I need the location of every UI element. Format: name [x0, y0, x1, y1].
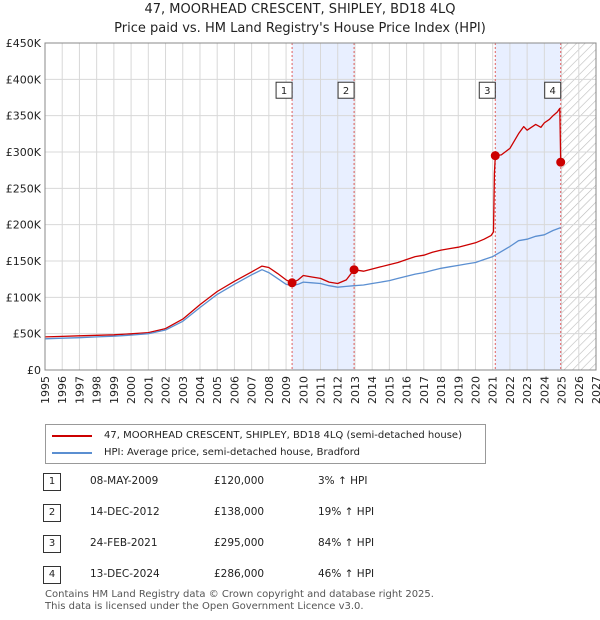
chart-title-line2: Price paid vs. HM Land Registry's House …: [114, 21, 486, 36]
x-tick-label: 2012: [332, 376, 345, 404]
table-row: 2 14-DEC-2012 £138,000 19% ↑ HPI: [0, 503, 600, 523]
transaction-hpi-change: 3% ↑ HPI: [318, 475, 368, 487]
transaction-price: £138,000: [214, 506, 265, 518]
legend-property-line: [52, 435, 92, 437]
x-tick-label: 2010: [297, 376, 310, 404]
x-tick-label: 2016: [401, 376, 414, 404]
transaction-point: [556, 157, 566, 167]
x-tick-label: 2011: [315, 376, 328, 404]
x-tick-label: 2000: [125, 376, 138, 404]
x-tick-label: 2017: [418, 376, 431, 404]
x-tick-label: 2004: [194, 376, 207, 404]
table-row: 3 24-FEB-2021 £295,000 84% ↑ HPI: [0, 534, 600, 554]
legend-hpi-label: HPI: Average price, semi-detached house,…: [104, 447, 360, 458]
y-tick-label: £350K: [6, 110, 42, 123]
transaction-point: [349, 265, 359, 275]
x-tick-label: 2023: [521, 376, 534, 404]
footer-line1: Contains HM Land Registry data © Crown c…: [45, 589, 434, 600]
transaction-hpi-change: 46% ↑ HPI: [318, 568, 375, 580]
legend-property-label: 47, MOORHEAD CRESCENT, SHIPLEY, BD18 4LQ…: [104, 430, 462, 441]
y-tick-label: £300K: [6, 146, 42, 159]
x-tick-label: 2015: [383, 376, 396, 404]
transaction-date: 13-DEC-2024: [90, 568, 160, 580]
x-tick-label: 1998: [91, 376, 104, 404]
x-tick-label: 2013: [349, 376, 362, 404]
x-tick-label: 2021: [487, 376, 500, 404]
transaction-point: [490, 151, 500, 161]
x-tick-label: 2025: [556, 376, 569, 404]
chart-title-line1: 47, MOORHEAD CRESCENT, SHIPLEY, BD18 4LQ: [144, 2, 456, 17]
transaction-label-box: [544, 81, 562, 99]
transaction-badge: 1: [43, 473, 61, 491]
y-tick-label: £0: [27, 364, 41, 377]
plot-border: [44, 42, 597, 371]
x-tick-label: 2007: [246, 376, 259, 404]
transaction-label-box: [478, 81, 496, 99]
x-tick-label: 1999: [108, 376, 121, 404]
transaction-label-box: [275, 81, 293, 99]
x-tick-label: 2006: [228, 376, 241, 404]
chart-title: 47, MOORHEAD CRESCENT, SHIPLEY, BD18 4LQ…: [0, 0, 600, 38]
x-tick-label: 2027: [590, 376, 600, 404]
x-tick-label: 2001: [142, 376, 155, 404]
x-tick-label: 2009: [280, 376, 293, 404]
property-price-line: [44, 107, 562, 338]
y-tick-label: £100K: [6, 291, 42, 304]
table-row: 1 08-MAY-2009 £120,000 3% ↑ HPI: [0, 472, 600, 492]
x-tick-label: 2018: [435, 376, 448, 404]
table-row: 4 13-DEC-2024 £286,000 46% ↑ HPI: [0, 565, 600, 585]
y-tick-label: £450K: [6, 37, 42, 50]
transaction-label-text: 4: [550, 86, 556, 97]
x-tick-label: 2019: [452, 376, 465, 404]
x-tick-label: 1997: [73, 376, 86, 404]
legend: 47, MOORHEAD CRESCENT, SHIPLEY, BD18 4LQ…: [45, 424, 486, 464]
transaction-label-box: [337, 81, 355, 99]
footer-line2: This data is licensed under the Open Gov…: [45, 601, 364, 612]
x-tick-label: 2024: [538, 376, 551, 404]
y-tick-label: £150K: [6, 255, 42, 268]
transaction-label-text: 2: [343, 86, 349, 97]
x-tick-label: 2022: [504, 376, 517, 404]
transaction-label-text: 3: [484, 86, 490, 97]
transaction-hpi-change: 84% ↑ HPI: [318, 537, 375, 549]
transaction-badge: 4: [43, 566, 61, 584]
transaction-price: £286,000: [214, 568, 265, 580]
y-tick-label: £250K: [6, 182, 42, 195]
transaction-label-text: 1: [281, 86, 287, 97]
x-tick-label: 2026: [573, 376, 586, 404]
y-tick-label: £400K: [6, 73, 42, 86]
transaction-hpi-change: 19% ↑ HPI: [318, 506, 375, 518]
x-tick-label: 2014: [366, 376, 379, 404]
legend-hpi-line: [52, 452, 92, 454]
transaction-badge: 3: [43, 535, 61, 553]
x-tick-label: 2008: [263, 376, 276, 404]
transaction-date: 24-FEB-2021: [90, 537, 158, 549]
transaction-point: [287, 278, 297, 288]
transaction-price: £120,000: [214, 475, 265, 487]
x-tick-label: 2005: [211, 376, 224, 404]
x-tick-label: 2002: [160, 376, 173, 404]
hpi-line: [44, 226, 561, 340]
transaction-date: 14-DEC-2012: [90, 506, 160, 518]
x-tick-label: 1996: [56, 376, 69, 404]
transaction-badge: 2: [43, 504, 61, 522]
transaction-date: 08-MAY-2009: [90, 475, 159, 487]
price-chart: 1 2 3 4 £0 £50K £100K £150K £200K £250K £300K £350K…: [6, 37, 600, 404]
x-tick-label: 2020: [469, 376, 482, 404]
transaction-price: £295,000: [214, 537, 265, 549]
y-tick-label: £200K: [6, 219, 42, 232]
x-tick-label: 2003: [177, 376, 190, 404]
y-tick-label: £50K: [13, 328, 42, 341]
x-tick-label: 1995: [39, 376, 52, 404]
footer-attribution: Contains HM Land Registry data © Crown c…: [45, 589, 434, 613]
